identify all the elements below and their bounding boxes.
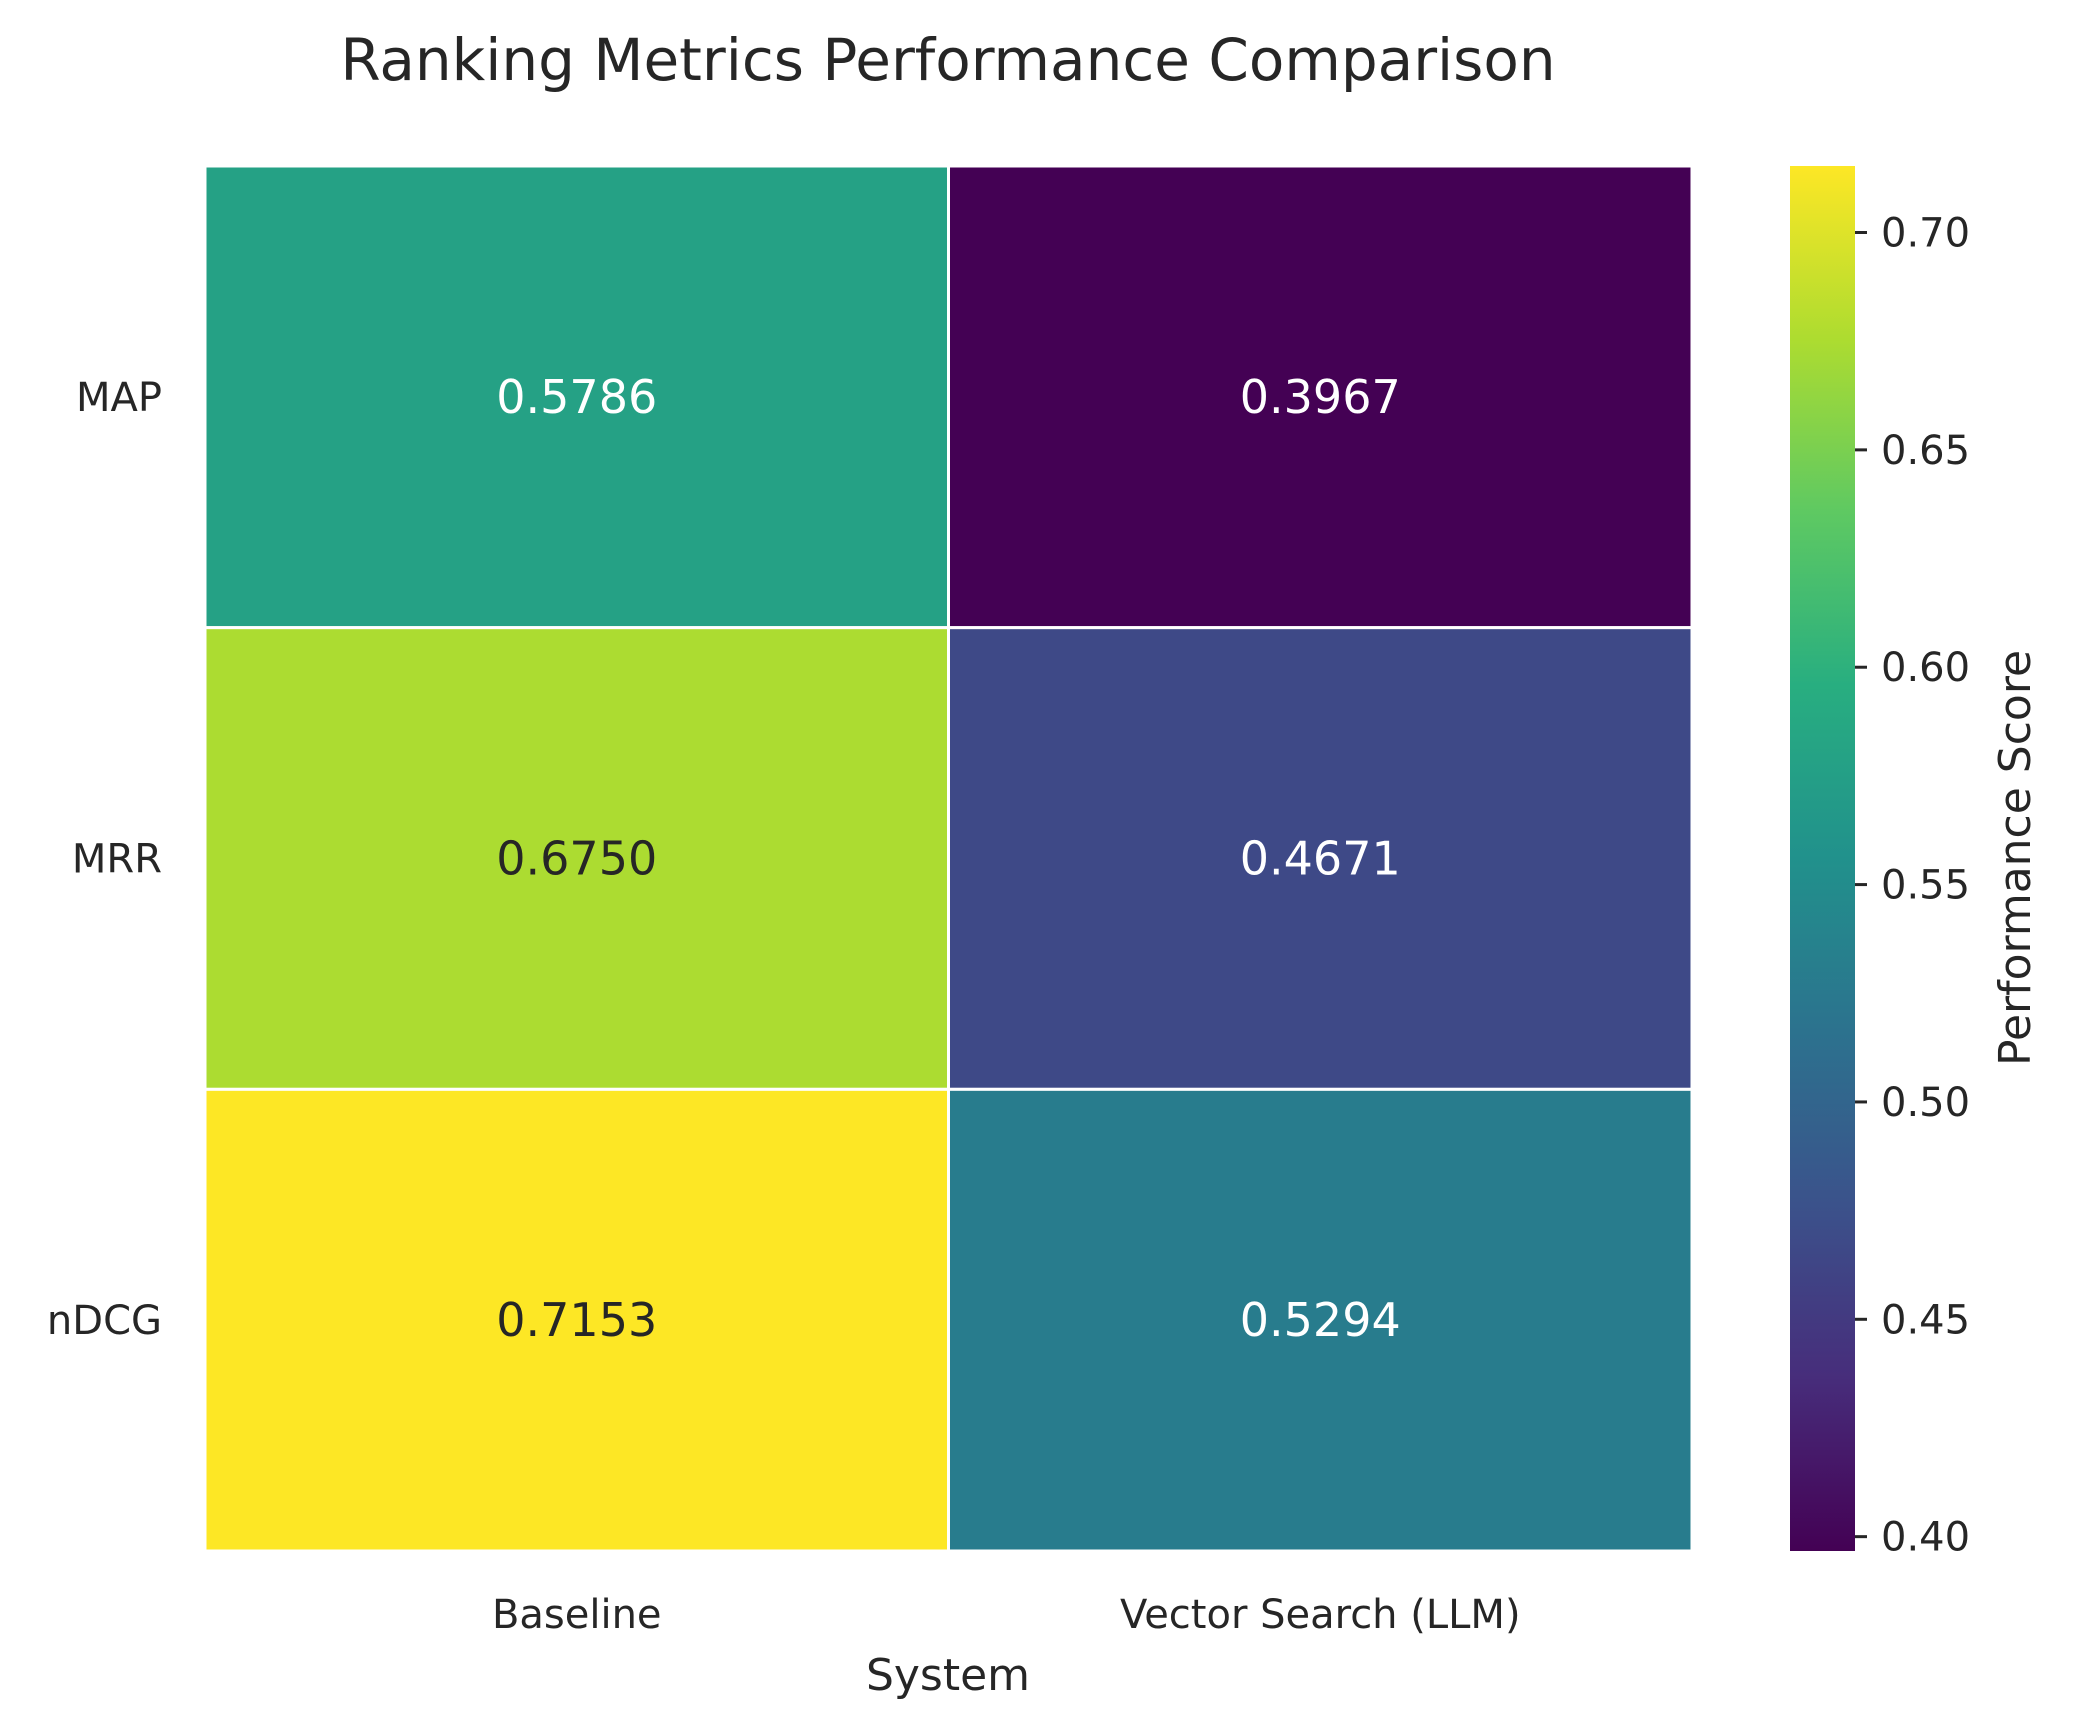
heatmap-cells: 0.5786 0.3967 0.6750 0.4671 0.7153 0.5294 — [203, 164, 1694, 1553]
colorbar — [1790, 166, 1855, 1551]
x-tick-label: Vector Search (LLM) — [1120, 1592, 1521, 1638]
cell-value-label: 0.4671 — [1240, 832, 1401, 886]
y-tick-labels: MAP MRR nDCG — [47, 375, 162, 1344]
heatmap-cell-ndcg-1 — [203, 1087, 950, 1553]
cell-value-label: 0.7153 — [496, 1293, 657, 1347]
colorbar-tick-label: 0.65 — [1881, 428, 1970, 474]
cell-value-label: 0.5294 — [1240, 1293, 1401, 1347]
heatmap-cell-map-1 — [203, 164, 950, 630]
x-axis-label: System — [866, 1650, 1030, 1701]
x-tick-label: Baseline — [492, 1592, 662, 1638]
colorbar-tick-label: 0.45 — [1881, 1297, 1970, 1343]
heatmap-cell-map-2 — [947, 164, 1694, 630]
y-tick-label: nDCG — [47, 1298, 162, 1344]
colorbar-label: Performance Score — [1990, 650, 2041, 1066]
colorbar-tick-label: 0.70 — [1881, 211, 1970, 257]
cell-value-label: 0.5786 — [496, 370, 657, 424]
heatmap-cell-mrr-1 — [203, 626, 950, 1091]
x-tick-labels: Baseline Vector Search (LLM) — [492, 1592, 1521, 1638]
cell-value-label: 0.3967 — [1240, 370, 1401, 424]
y-tick-label: MRR — [72, 837, 162, 883]
heatmap-cell-ndcg-2 — [947, 1087, 1694, 1553]
y-tick-label: MAP — [76, 375, 162, 421]
heatmap-cell-mrr-2 — [947, 626, 1694, 1091]
colorbar-tick-label: 0.60 — [1881, 645, 1970, 691]
colorbar-tick-label: 0.40 — [1881, 1515, 1970, 1561]
colorbar-ticks: 0.40 0.45 0.50 0.55 0.60 0.65 0.70 — [1855, 211, 1970, 1561]
cell-value-label: 0.6750 — [496, 832, 657, 886]
chart-title: Ranking Metrics Performance Comparison — [340, 26, 1555, 94]
colorbar-tick-label: 0.50 — [1881, 1080, 1970, 1126]
colorbar-tick-label: 0.55 — [1881, 863, 1970, 909]
